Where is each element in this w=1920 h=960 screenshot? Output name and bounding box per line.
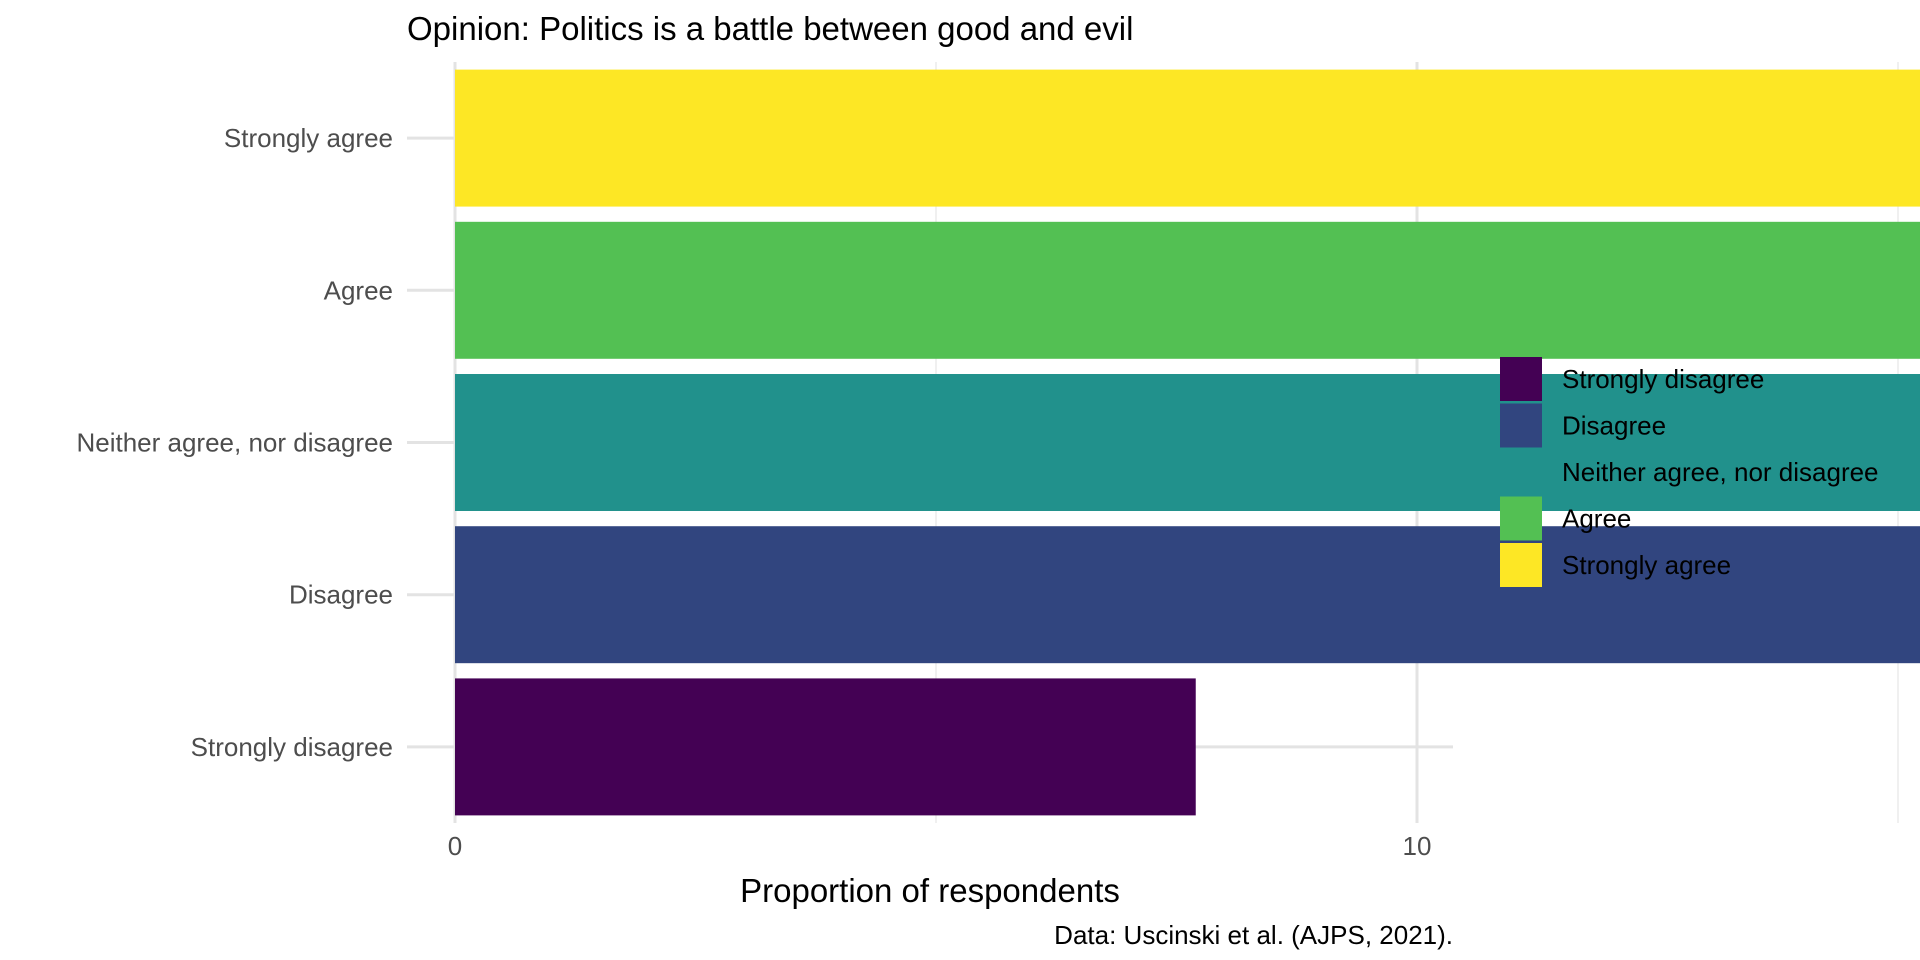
y-tick-label: Neither agree, nor disagree xyxy=(76,428,393,458)
bar-strongly-agree xyxy=(455,69,1920,207)
bars xyxy=(455,69,1920,816)
legend-key xyxy=(1500,496,1542,541)
legend-key xyxy=(1500,357,1542,401)
y-tick-label: Agree xyxy=(324,275,393,305)
bar-strongly-disagree xyxy=(455,678,1196,816)
chart-caption: Data: Uscinski et al. (AJPS, 2021). xyxy=(1054,920,1453,950)
legend-key xyxy=(1500,450,1542,494)
x-axis-tick-labels: 0102030 xyxy=(448,831,1432,861)
x-tick-label: 0 xyxy=(448,831,462,861)
x-tick-label: 10 xyxy=(1403,831,1432,861)
y-tick-label: Disagree xyxy=(289,580,393,610)
bar-agree xyxy=(455,221,1920,359)
x-axis-title: Proportion of respondents xyxy=(740,872,1120,909)
chart-title: Opinion: Politics is a battle between go… xyxy=(407,10,1133,47)
bar-disagree xyxy=(455,526,1920,664)
legend-key xyxy=(1500,543,1542,587)
legend-label: Agree xyxy=(1562,504,1631,534)
legend-label: Strongly agree xyxy=(1562,550,1731,580)
legend-label: Neither agree, nor disagree xyxy=(1562,457,1879,487)
y-tick-label: Strongly disagree xyxy=(191,732,393,762)
legend: Strongly disagree Disagree Neither agree, … xyxy=(1500,357,1879,587)
legend-key xyxy=(1500,403,1542,448)
bar-neither-agree-nor-disagree xyxy=(455,374,1920,511)
y-tick-label: Strongly agree xyxy=(224,123,393,153)
legend-label: Disagree xyxy=(1562,411,1666,441)
y-axis-tick-labels: Strongly disagree Disagree Neither agree, … xyxy=(76,123,393,762)
legend-label: Strongly disagree xyxy=(1562,364,1764,394)
